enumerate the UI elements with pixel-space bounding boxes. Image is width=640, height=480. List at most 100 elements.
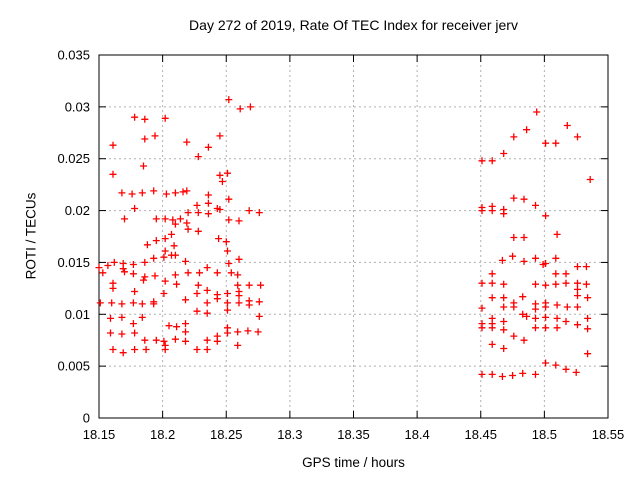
data-point bbox=[184, 209, 192, 217]
data-point bbox=[532, 324, 539, 332]
data-point bbox=[171, 220, 179, 228]
data-point bbox=[539, 261, 547, 268]
data-point bbox=[520, 195, 528, 203]
data-point bbox=[194, 209, 202, 217]
data-point bbox=[478, 304, 486, 312]
data-point bbox=[118, 313, 126, 321]
data-point bbox=[182, 257, 189, 265]
data-point bbox=[255, 298, 263, 306]
data-point bbox=[532, 305, 539, 313]
data-point bbox=[500, 294, 508, 302]
data-point bbox=[183, 138, 191, 146]
x-tick-label: 18.2 bbox=[150, 427, 175, 442]
data-point bbox=[161, 346, 169, 353]
data-point bbox=[488, 340, 496, 348]
data-point bbox=[196, 269, 203, 277]
data-point bbox=[131, 329, 139, 337]
data-point bbox=[171, 335, 179, 343]
data-point bbox=[118, 300, 126, 308]
data-point bbox=[119, 349, 127, 357]
data-point bbox=[203, 264, 211, 272]
data-point bbox=[141, 336, 149, 344]
data-point bbox=[161, 277, 169, 285]
x-tick-label: 18.35 bbox=[337, 427, 370, 442]
data-point bbox=[194, 153, 202, 161]
data-point bbox=[118, 330, 126, 338]
data-point bbox=[215, 235, 223, 243]
data-point bbox=[563, 122, 571, 129]
data-point bbox=[140, 276, 147, 284]
data-point bbox=[584, 294, 592, 302]
data-point bbox=[131, 346, 139, 353]
data-point bbox=[532, 254, 539, 262]
data-point bbox=[129, 270, 137, 278]
data-point bbox=[488, 370, 496, 378]
data-point bbox=[160, 253, 168, 261]
data-point bbox=[142, 346, 150, 353]
data-point bbox=[104, 262, 112, 269]
plot-border bbox=[98, 54, 609, 419]
data-point bbox=[510, 194, 518, 202]
data-point bbox=[488, 279, 496, 287]
data-point bbox=[141, 273, 149, 281]
data-point bbox=[182, 328, 189, 336]
x-tick-label: 18.55 bbox=[592, 427, 625, 442]
data-point bbox=[574, 263, 581, 271]
data-point bbox=[500, 303, 508, 311]
data-point bbox=[183, 187, 191, 195]
data-point bbox=[109, 284, 117, 292]
data-point bbox=[523, 126, 531, 134]
data-point bbox=[170, 242, 178, 250]
x-tick-label: 18.3 bbox=[277, 427, 302, 442]
data-point bbox=[478, 207, 486, 215]
data-point bbox=[140, 162, 147, 170]
data-point bbox=[204, 199, 212, 207]
y-tick-label: 0.035 bbox=[57, 48, 90, 63]
data-point bbox=[224, 306, 231, 314]
data-point bbox=[176, 215, 184, 223]
data-point bbox=[553, 301, 561, 309]
data-point bbox=[234, 271, 242, 279]
data-point bbox=[109, 346, 117, 353]
data-point bbox=[582, 280, 590, 288]
data-point bbox=[224, 290, 231, 297]
data-point bbox=[129, 261, 137, 268]
data-point bbox=[213, 337, 221, 345]
data-point bbox=[500, 280, 508, 288]
data-point bbox=[553, 324, 561, 332]
data-point bbox=[203, 336, 211, 344]
data-point bbox=[562, 318, 570, 325]
data-point bbox=[224, 329, 231, 337]
data-point bbox=[542, 139, 550, 147]
data-point bbox=[129, 299, 137, 307]
data-point bbox=[161, 247, 169, 255]
data-point bbox=[118, 189, 126, 197]
data-point bbox=[161, 215, 169, 223]
data-point bbox=[519, 310, 527, 318]
data-point bbox=[224, 247, 231, 255]
data-point bbox=[519, 293, 527, 301]
data-point bbox=[235, 292, 243, 300]
data-point bbox=[574, 133, 581, 141]
y-tick-label: 0.005 bbox=[57, 359, 90, 374]
data-point bbox=[152, 237, 160, 245]
data-point bbox=[108, 299, 116, 307]
data-point bbox=[488, 324, 496, 332]
data-point bbox=[574, 321, 581, 329]
data-point bbox=[171, 189, 179, 197]
data-point bbox=[510, 332, 518, 340]
data-point bbox=[584, 314, 592, 322]
data-point bbox=[235, 299, 243, 307]
data-point bbox=[500, 345, 508, 352]
data-point bbox=[236, 105, 244, 113]
data-point bbox=[193, 201, 201, 209]
data-point bbox=[168, 251, 175, 259]
y-tick-label: 0.01 bbox=[65, 307, 90, 322]
data-point bbox=[488, 207, 496, 215]
data-point bbox=[235, 217, 243, 225]
data-point bbox=[478, 157, 486, 165]
data-point bbox=[168, 230, 175, 238]
data-point bbox=[151, 272, 159, 280]
data-point bbox=[245, 301, 253, 309]
